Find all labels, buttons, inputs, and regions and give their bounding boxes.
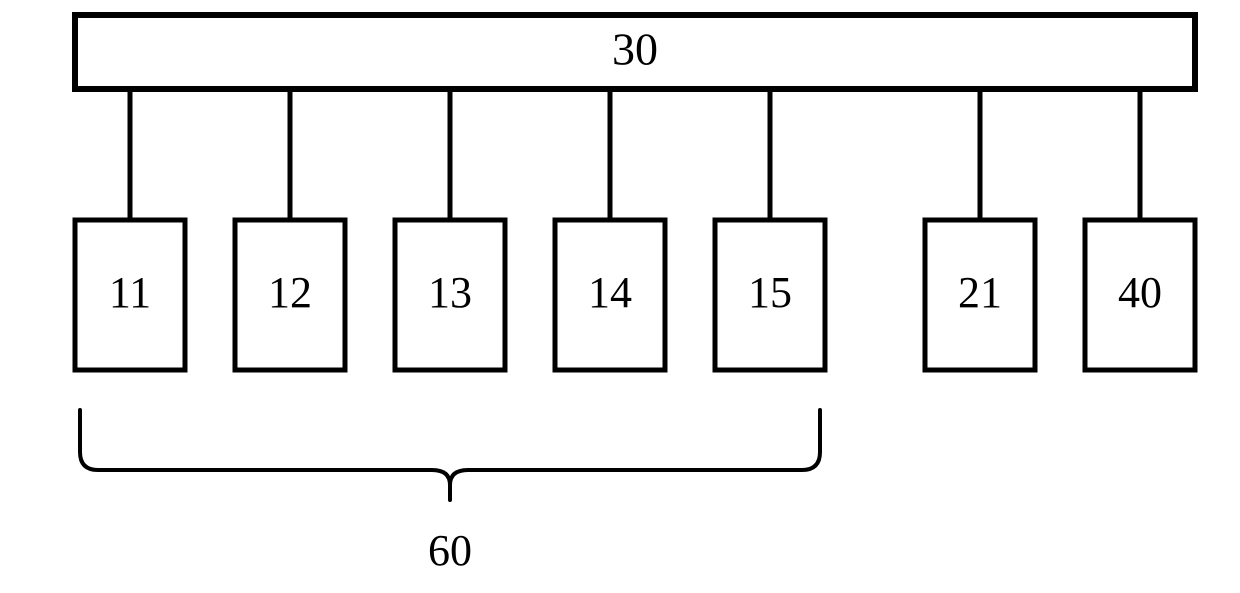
child-box-label: 40 — [1118, 268, 1162, 317]
child-box-label: 15 — [748, 268, 792, 317]
top-box-label: 30 — [612, 24, 658, 75]
group-brace — [80, 410, 820, 500]
child-box-label: 13 — [428, 268, 472, 317]
child-box-label: 12 — [268, 268, 312, 317]
group-brace-label: 60 — [428, 526, 472, 575]
child-box-label: 21 — [958, 268, 1002, 317]
child-box-label: 11 — [109, 268, 151, 317]
child-box-label: 14 — [588, 268, 632, 317]
